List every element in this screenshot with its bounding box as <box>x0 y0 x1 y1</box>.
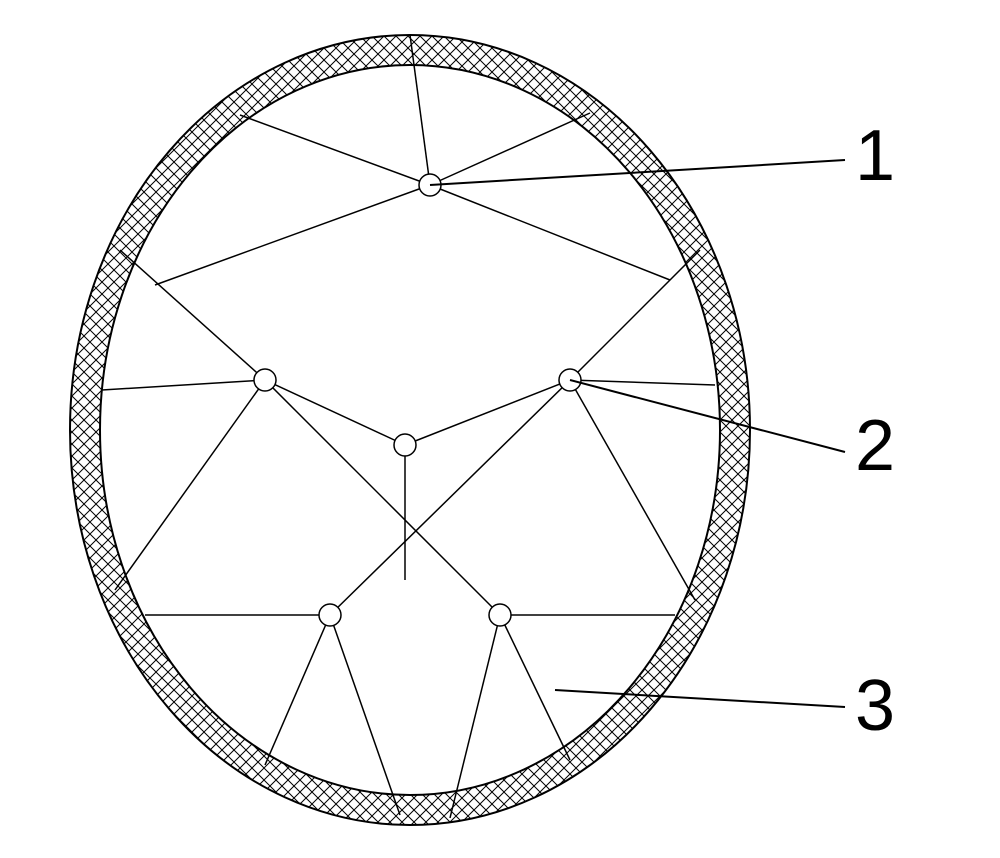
node-n_bl <box>319 604 341 626</box>
diagram-svg <box>0 0 1000 858</box>
callout-label-1: 1 <box>855 115 895 197</box>
outer-ring <box>70 35 750 825</box>
node-n_br <box>489 604 511 626</box>
node-n_center <box>394 434 416 456</box>
diagram-container: 1 2 3 <box>0 0 1000 858</box>
node-n_left <box>254 369 276 391</box>
callout-label-3: 3 <box>855 665 895 747</box>
callout-label-2: 2 <box>855 405 895 487</box>
